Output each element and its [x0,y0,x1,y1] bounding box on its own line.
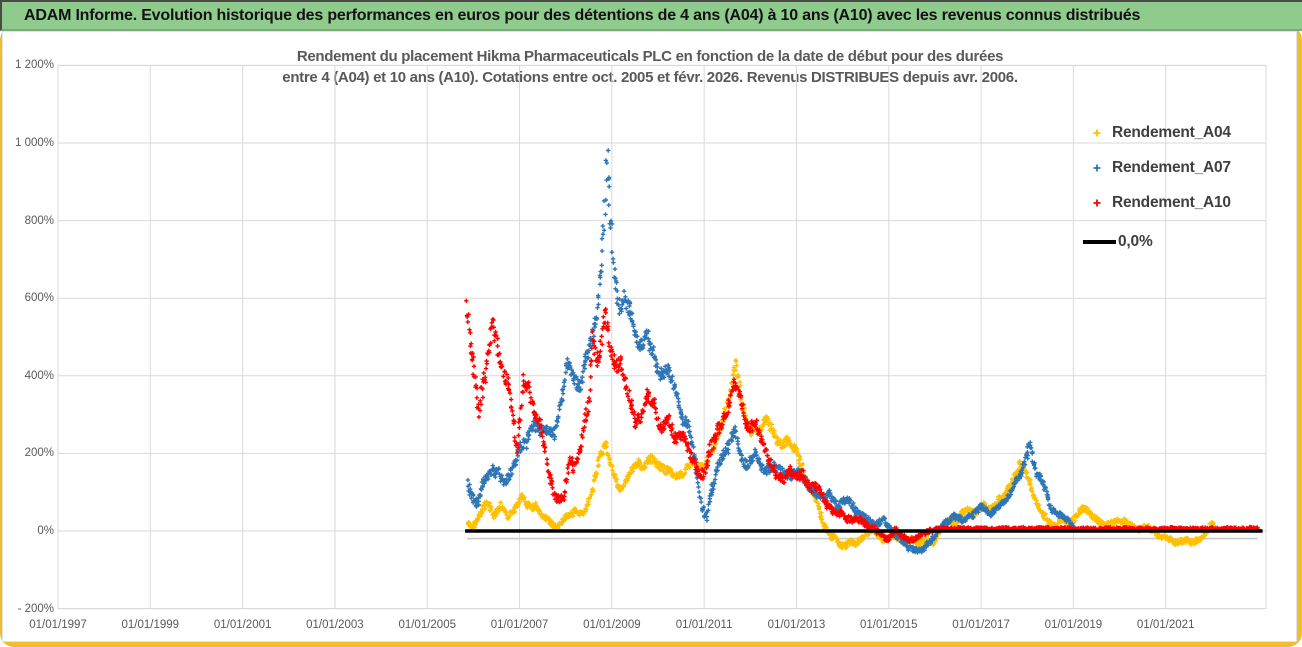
x-tick-label: 01/01/2021 [1136,619,1195,631]
y-tick-label: - 200% [17,602,54,615]
y-tick-label: 600% [24,292,54,305]
x-tick-label: 01/01/1997 [29,619,87,631]
x-tick-label: 01/01/2009 [583,619,641,631]
legend-label-rendementa04: Rendement_A04 [1112,124,1231,141]
legend-marker-rendement-a04 [1093,129,1101,137]
x-tick-label: 01/01/2007 [490,619,549,631]
legend-marker-rendement-a10 [1093,199,1101,207]
x-tick-label: 01/01/2011 [675,619,733,631]
chart-title: Rendement du placement Hikma Pharmaceuti… [160,46,1140,88]
legend-label-rendementa10: Rendement_A10 [1112,194,1231,211]
legend-marker-rendement-a07 [1093,164,1101,172]
legend-label-rendementa07: Rendement_A07 [1112,159,1231,176]
x-tick-label: 01/01/2013 [767,619,826,631]
y-tick-label: 400% [24,369,54,382]
banner-title: ADAM Informe. Evolution historique des p… [0,0,1302,31]
y-tick-label: 800% [24,214,54,227]
legend-label-00: 0,0% [1118,233,1153,250]
x-tick-label: 01/01/2019 [1044,619,1103,631]
x-tick-label: 01/01/2005 [398,619,456,631]
chart-title-line1: Rendement du placement Hikma Pharmaceuti… [296,48,1004,65]
x-tick-label: 01/01/2001 [213,619,272,631]
y-tick-label: 1 200% [14,59,54,72]
x-tick-label: 01/01/1999 [121,619,180,631]
y-tick-label: 0% [37,525,54,537]
x-tick-label: 01/01/2017 [952,619,1010,631]
x-tick-label: 01/01/2003 [306,619,364,631]
chart-title-line2: entre 4 (A04) et 10 ans (A10). Cotations… [282,69,1018,86]
plot-border [57,64,1267,610]
chart-sheet [2,31,1297,642]
y-tick-label: 1 000% [14,137,54,149]
y-tick-label: 200% [24,447,54,460]
series-rendement-a10 [464,298,1261,545]
x-tick-label: 01/01/2015 [859,619,918,631]
